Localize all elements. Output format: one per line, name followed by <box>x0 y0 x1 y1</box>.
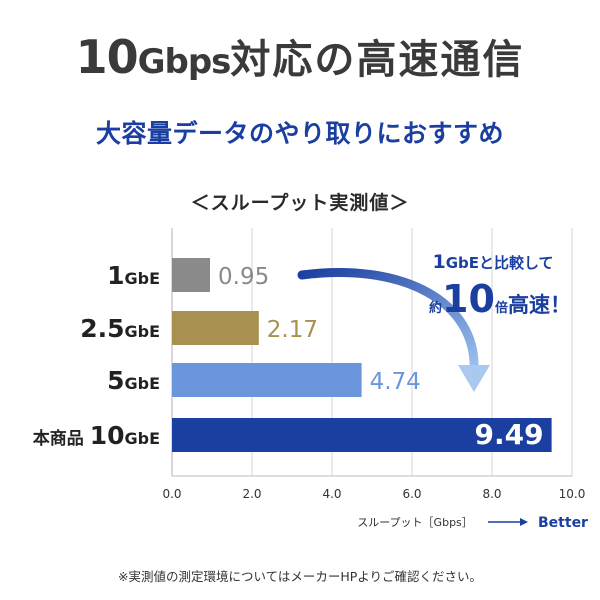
annotation-line1: 1GbEと比較して <box>432 251 553 273</box>
bar-value-label: 9.49 <box>475 418 544 451</box>
bar <box>172 258 210 292</box>
annotation-big-num: 10 <box>442 277 495 321</box>
category-prefix: 本商品 <box>33 428 90 449</box>
x-tick-label: 0.0 <box>162 487 181 501</box>
bar-value-label: 2.17 <box>267 317 318 343</box>
category-number: 1 <box>107 261 124 290</box>
category-label: 本商品 10GbE <box>33 421 160 450</box>
better-label: Better <box>538 515 588 531</box>
category-unit: GbE <box>124 374 160 393</box>
x-axis-label: スループット［Gbps］ <box>357 516 473 529</box>
subtitle: 大容量データのやり取りにおすすめ <box>95 119 504 148</box>
annotation-prefix: 約 <box>429 300 442 316</box>
headline-unit: Gbps <box>137 42 232 82</box>
x-tick-label: 8.0 <box>482 487 501 501</box>
annotation-num: 1 <box>432 251 445 273</box>
headline-text: 対応の高速通信 <box>230 37 525 83</box>
x-tick-label: 6.0 <box>402 487 421 501</box>
comparison-arrow <box>297 268 479 377</box>
x-tick-label: 2.0 <box>242 487 261 501</box>
category-unit: GbE <box>124 322 160 341</box>
category-unit: GbE <box>124 429 160 448</box>
bar-value-label: 4.74 <box>370 369 421 395</box>
category-number: 10 <box>90 421 125 450</box>
annotation-highlight: 高速！ <box>508 293 571 317</box>
headline-number: 10 <box>75 30 139 84</box>
annotation-mid: 倍 <box>495 300 508 316</box>
bar-value-label: 0.95 <box>218 264 269 290</box>
better-arrow-head <box>520 518 528 526</box>
bars: 0.95 2.17 4.74 9.49 <box>172 258 552 452</box>
x-axis-ticks: 0.0 2.0 4.0 6.0 8.0 10.0 <box>162 487 585 501</box>
category-label: 2.5GbE <box>80 314 160 343</box>
annotation-unit: GbE <box>446 254 479 272</box>
bar <box>172 363 362 397</box>
bar <box>172 418 552 452</box>
bar <box>172 311 259 345</box>
x-tick-label: 10.0 <box>559 487 586 501</box>
category-unit: GbE <box>124 269 160 288</box>
category-label: 5GbE <box>107 366 160 395</box>
comparison-arrowhead <box>458 365 490 392</box>
annotation-line2: 約10倍高速！ <box>429 277 571 321</box>
footnote: ※実測値の測定環境についてはメーカーHPよりご確認ください。 <box>117 569 483 584</box>
x-tick-label: 4.0 <box>322 487 341 501</box>
category-number: 2.5 <box>80 314 124 343</box>
annotation-text: と比較して <box>479 254 554 272</box>
category-label: 1GbE <box>107 261 160 290</box>
headline: 10Gbps対応の高速通信 <box>0 34 600 80</box>
category-number: 5 <box>107 366 124 395</box>
chart-title: ＜スループット実測値＞ <box>190 192 410 214</box>
